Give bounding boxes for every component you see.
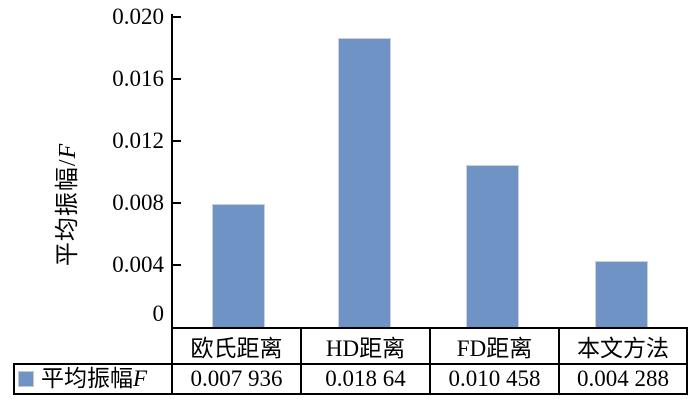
y-tick-label: 0.016 <box>112 66 164 91</box>
y-tick <box>173 264 181 266</box>
y-axis-line <box>171 14 173 327</box>
value-row: 平均振幅F 0.007 936 0.018 64 0.010 458 0.004… <box>13 363 688 395</box>
y-tick-label: 0.004 <box>112 252 164 277</box>
y-tick <box>173 16 181 18</box>
bar-hd-distance <box>338 38 391 327</box>
y-tick <box>173 78 181 80</box>
legend-label-italic: F <box>133 366 148 391</box>
value-cell-hd: 0.018 64 <box>300 363 431 395</box>
value-cell-proposed: 0.004 288 <box>558 363 688 395</box>
y-tick-label: 0.008 <box>112 190 164 215</box>
y-tick <box>173 140 181 142</box>
legend-label-text: 平均振幅 <box>41 366 133 391</box>
y-tick-label: 0 <box>152 301 165 326</box>
category-cell-hd: HD距离 <box>300 327 431 365</box>
category-cell-euclidean: 欧氏距离 <box>171 327 302 365</box>
y-tick <box>173 202 181 204</box>
table-spacer-cell <box>14 328 172 364</box>
bar-proposed-method <box>595 261 648 327</box>
value-cell-euclidean: 0.007 936 <box>171 363 302 395</box>
y-tick-label: 0.020 <box>112 4 164 29</box>
value-cell-fd: 0.010 458 <box>429 363 560 395</box>
bar-fd-distance <box>466 165 519 327</box>
category-cell-proposed: 本文方法 <box>558 327 688 365</box>
bar-euclidean-distance <box>212 204 265 327</box>
category-row: 欧氏距离 HD距离 FD距离 本文方法 <box>14 327 688 365</box>
legend-cell: 平均振幅F <box>13 363 173 395</box>
legend-swatch <box>18 371 34 387</box>
data-table: 欧氏距离 HD距离 FD距离 本文方法 平均振幅F 0.007 936 0.01… <box>13 327 688 395</box>
category-cell-fd: FD距离 <box>429 327 560 365</box>
legend-label: 平均振幅F <box>41 366 147 392</box>
y-tick-label: 0.012 <box>112 128 164 153</box>
